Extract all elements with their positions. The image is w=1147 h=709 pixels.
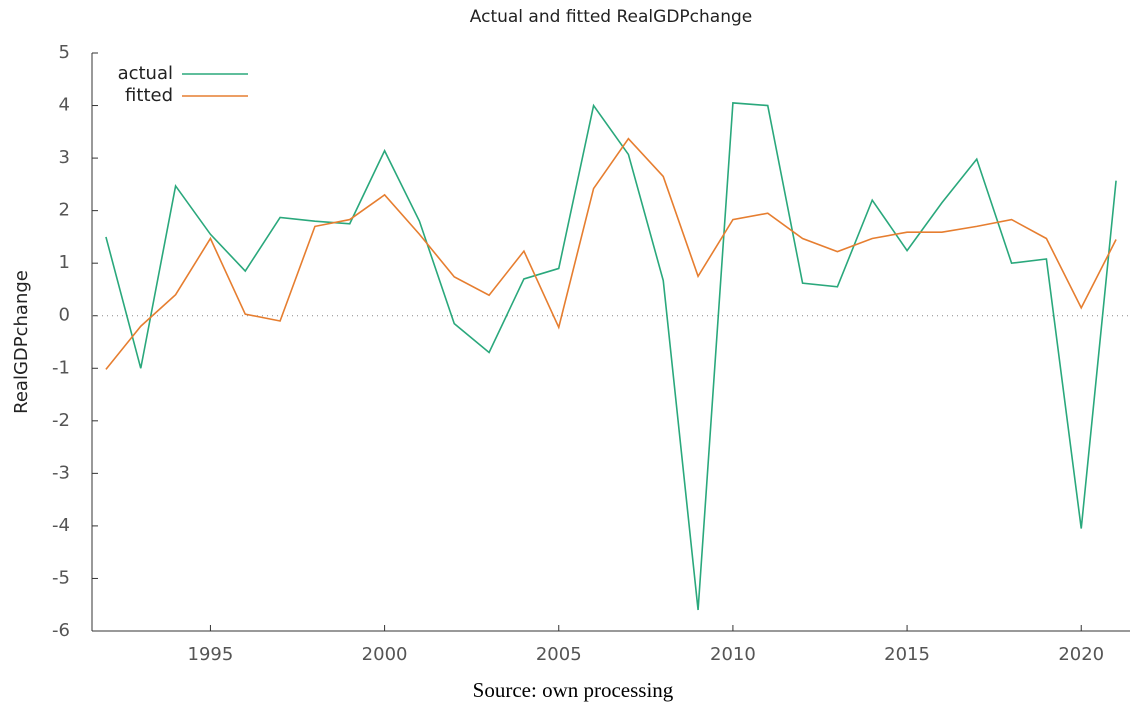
y-tick-label: 4 [59,95,70,116]
x-tick-label: 2005 [536,644,582,665]
y-tick-label: 3 [59,147,70,168]
x-tick-label: 1995 [188,644,234,665]
y-tick-label: -2 [52,410,70,431]
legend-label: actual [118,63,173,84]
chart-title: Actual and fitted RealGDPchange [470,7,752,27]
x-tick-label: 2000 [362,644,408,665]
y-tick-label: -1 [52,357,70,378]
y-tick-label: -6 [52,620,70,641]
y-tick-label: 2 [59,200,70,221]
y-tick-label: 5 [59,42,70,63]
x-tick-label: 2010 [710,644,756,665]
y-tick-label: -4 [52,515,70,536]
y-tick-label: -3 [52,462,70,483]
x-tick-label: 2015 [884,644,930,665]
y-tick-label: 1 [59,252,70,273]
series-line [105,102,1117,611]
series-line [105,137,1117,370]
legend-label: fitted [125,85,173,106]
y-tick-label: -5 [52,567,70,588]
y-axis-label: RealGDPchange [11,270,32,414]
y-tick-label: 0 [59,305,70,326]
x-tick-label: 2020 [1058,644,1104,665]
source-note: Source: own processing [473,678,674,702]
